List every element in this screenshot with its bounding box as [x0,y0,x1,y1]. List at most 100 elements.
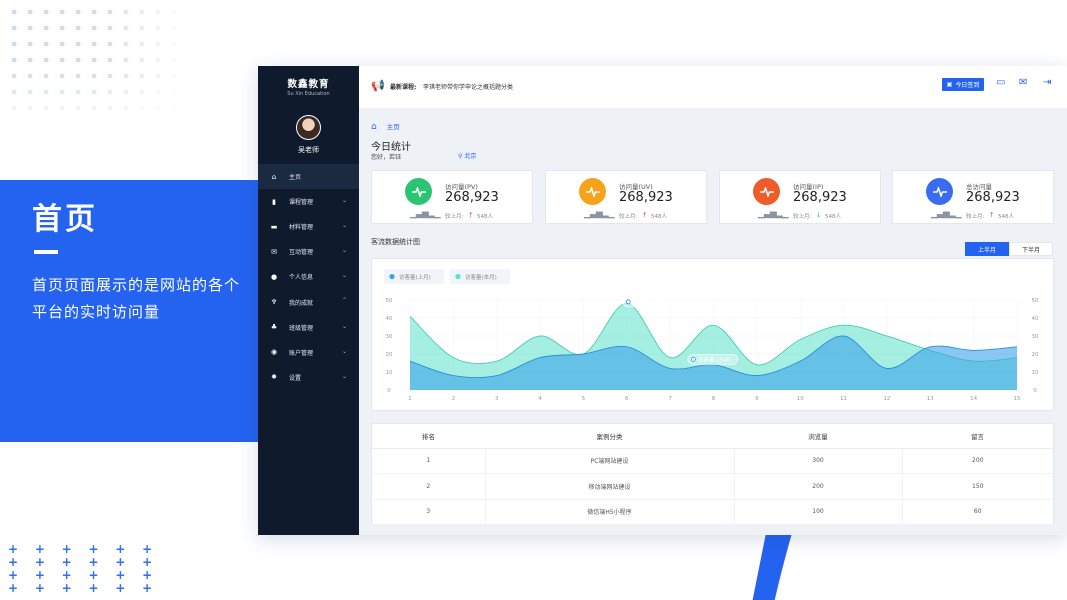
notice-text[interactable]: 李琪老师带你学申论之概括题分类 [423,84,514,91]
cell-rank: 1 [372,448,486,474]
sidebar-item-label: 设置 [289,374,302,382]
bar-chart-icon: ▁▃▅▂▁ [931,209,962,219]
cell-category: 微信端H5小程序 [485,499,735,525]
dashboard-window: 数鑫教育 Su Xin Education 吴老师 ⌂ 主页 ▮ 课程管理 ⌄ ▬ 材料管理… [258,66,1067,535]
x-tick-label: 7 [668,396,672,402]
trend-arrow-icon: ↑ [989,211,995,219]
stat-label: 访问量(IP) [793,183,824,191]
visitor-chart: 访客量(上月) 访客量(本月) 0 0 10 10 20 20 30 30 40 40 50 50 1 2 3 4… [371,258,1054,411]
intro-title: 首页 [32,202,98,237]
tooltip-label: 浏览量:2540 [633,298,666,306]
breadcrumb-home[interactable]: 主页 [386,123,400,131]
check-in-button[interactable]: ▣ 今日签到 [942,78,984,91]
chart-section-title: 客流数据统计图 [371,238,420,246]
x-tick-label: 14 [970,396,977,402]
stat-card[interactable]: 访问量(UV) 268,923 ▁▃▅▂▁ 较上月: ↑ 548人 [545,170,707,224]
sidebar-item[interactable]: ✉ 互动管理 ⌄ [258,239,359,264]
home-icon[interactable]: ⌂ [371,122,377,132]
cell-comments: 150 [902,473,1053,500]
col-comments: 留言 [902,424,1053,449]
stat-label: 访问量(PV) [445,183,478,191]
sidebar-item[interactable]: ● 个人信息 ⌄ [258,264,359,289]
x-tick-label: 1 [408,396,412,402]
sidebar-item[interactable]: ◉ 账户管理 ⌄ [258,340,359,365]
user-name: 吴老师 [298,146,319,154]
intro-divider [34,250,58,254]
location: ⚲ 北京 [458,151,476,160]
sidebar-item[interactable]: ▮ 课程管理 ⌄ [258,189,359,214]
table-row[interactable]: 3 微信端H5小程序 100 60 [372,499,1053,525]
sidebar-item[interactable]: ♆ 我的成就 ⌃ [258,289,359,314]
tab-second-half[interactable]: 下半月 [1009,242,1053,256]
gear-icon: ✹ [271,373,277,382]
stat-label: 总访问量 [966,183,992,191]
stat-card[interactable]: 总访问量 268,923 ▁▃▅▂▁ 较上月: ↑ 548人 [892,170,1054,224]
main-content: ⌂ 主页 今日统计 您好，若钰 ⚲ 北京 访问量(PV) 268,923 ▁▃▅… [359,108,1067,535]
check-in-label: 今日签到 [955,82,980,89]
account-icon: ◉ [270,348,278,357]
legend-item-bg [450,269,510,284]
x-tick-label: 5 [582,396,586,402]
decorative-swoosh [752,533,792,600]
cell-comments: 200 [902,448,1053,474]
trend-arrow-icon: ↑ [642,211,648,219]
greeting-text: 您好，若钰 [371,154,402,161]
trend-arrow-icon: ↓ [816,211,822,219]
logout-icon[interactable]: ⇥ [1043,77,1052,88]
sidebar: 数鑫教育 Su Xin Education 吴老师 ⌂ 主页 ▮ 课程管理 ⌄ ▬ 材料管理… [258,66,359,535]
brand-title: 数鑫教育 [287,79,330,90]
compare-label: 较上月: [793,214,812,220]
series-area [410,335,1017,390]
compare-label: 较上月: [445,214,464,220]
location-label: 北京 [464,153,477,160]
sidebar-item[interactable]: ✹ 设置 ⌄ [258,365,359,390]
x-tick-label: 9 [755,396,759,402]
tooltip-marker [625,299,631,305]
sidebar-item[interactable]: ▬ 材料管理 ⌄ [258,214,359,239]
stat-card[interactable]: 访问量(PV) 268,923 ▁▃▅▂▁ 较上月: ↑ 548人 [371,170,533,224]
y-tick-label-left: 20 [386,352,393,358]
monitor-icon[interactable]: ▭ [996,77,1006,88]
course-icon: ▮ [272,197,276,206]
ranking-table: 排名 案例分类 浏览量 留言 1 PC端网站建设 300 200 2 移动端网站建设 200… [371,423,1054,525]
sidebar-menu: ⌂ 主页 ▮ 课程管理 ⌄ ▬ 材料管理 ⌄ ✉ 互动管理 ⌄ ● 个人信息 ⌄ ♆ 我的成就 ⌃ ♣ 班级管理 ⌄ ◉… [258,164,359,390]
table-row[interactable]: 1 PC端网站建设 300 200 [372,448,1053,474]
mail-icon[interactable]: ✉ [1019,77,1028,88]
sidebar-item-label: 主页 [289,174,302,182]
col-rank: 排名 [372,424,485,449]
tooltip-bg [622,296,674,308]
tooltip-bg [687,354,739,365]
cell-views: 300 [734,448,903,474]
stat-value: 268,923 [445,190,499,205]
table-row[interactable]: 2 移动端网站建设 200 150 [372,473,1053,500]
sidebar-item[interactable]: ♣ 班级管理 ⌄ [258,315,359,340]
y-tick-label-left: 10 [386,370,393,376]
chevron-icon: ⌄ [341,322,347,330]
chart-tooltip: 浏览量:2540 [687,354,739,365]
sidebar-item-label: 材料管理 [289,224,314,232]
sidebar-item[interactable]: ⌂ 主页 [258,164,359,190]
tab-first-half[interactable]: 上半月 [965,242,1009,256]
y-tick-label-right: 30 [1032,334,1039,340]
avatar[interactable] [296,115,321,140]
chevron-icon: ⌄ [341,222,347,230]
sidebar-item-label: 我的成就 [289,299,314,307]
compare-value: 548人 [651,214,667,220]
bar-chart-icon: ▁▃▅▂▁ [410,209,441,219]
sidebar-item-label: 个人信息 [289,274,314,282]
cell-category: 移动端网站建设 [485,473,735,500]
y-tick-label-right: 40 [1032,316,1039,322]
x-tick-label: 12 [883,396,890,402]
stat-card[interactable]: 访问量(IP) 268,923 ▁▃▅▂▁ 较上月: ↓ 548人 [719,170,881,224]
pulse-icon [405,178,432,205]
tooltip-label: 浏览量:2540 [698,355,731,363]
brand-logo[interactable]: 数鑫教育 Su Xin Education [258,66,359,97]
x-tick-label: 3 [495,396,499,402]
legend-item-bg [384,269,444,284]
stat-value: 268,923 [966,190,1020,205]
legend-swatch [389,273,395,280]
x-tick-label: 6 [625,396,629,402]
stat-value: 268,923 [793,190,847,205]
stat-value: 268,923 [619,190,673,205]
notice-label: 最新课程: [390,84,417,91]
